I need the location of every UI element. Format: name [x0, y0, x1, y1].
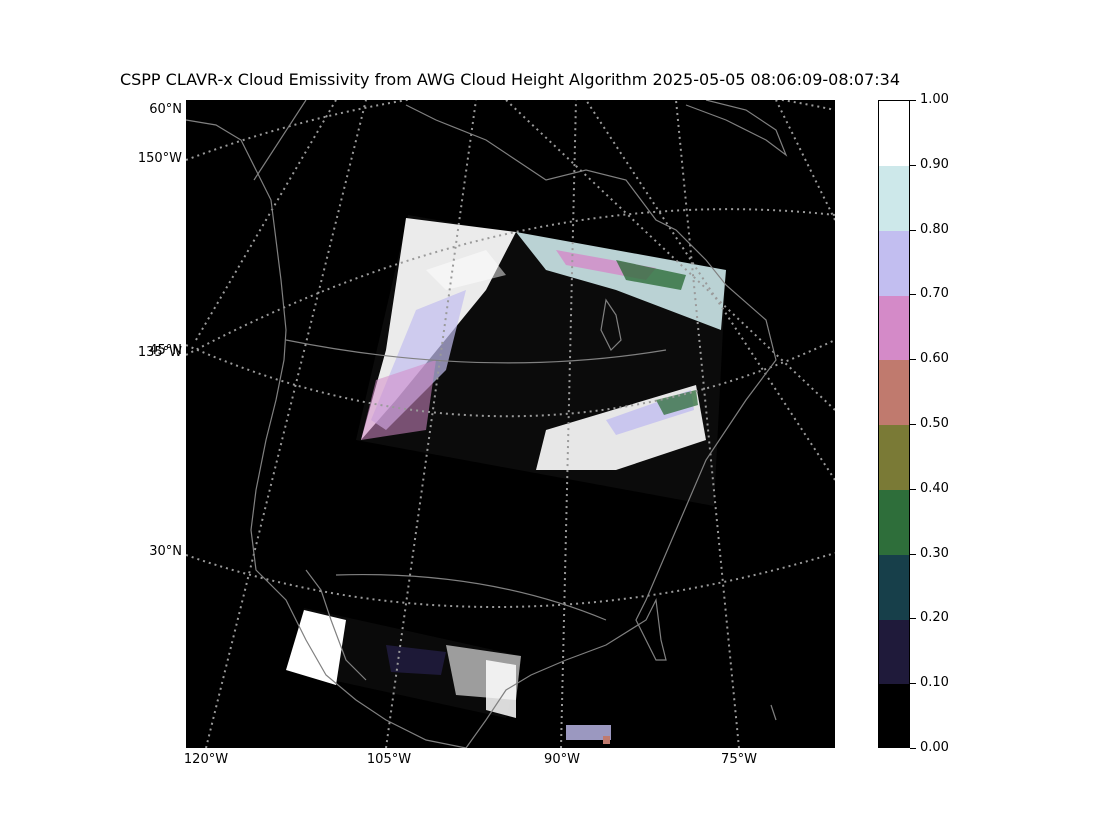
colorbar-segment: [879, 101, 909, 166]
colorbar-tick-label: 0.70: [920, 286, 949, 302]
colorbar-segment: [879, 425, 909, 490]
lon-label-75w: 75°W: [721, 752, 757, 767]
colorbar-segment: [879, 684, 909, 747]
cloud-swath-south: [286, 608, 611, 744]
colorbar-tick: [910, 229, 916, 231]
lon-label-150w: 150°W: [137, 151, 182, 166]
map-panel: [186, 100, 835, 748]
colorbar-tick-label: 0.50: [920, 416, 949, 431]
lon-label-120w: 120°W: [183, 752, 229, 767]
colorbar-tick-label: 0.90: [920, 156, 949, 172]
colorbar-tick: [910, 294, 916, 296]
colorbar-tick: [910, 164, 916, 166]
colorbar-tick-label: 0.80: [920, 221, 949, 237]
map-svg: [186, 100, 835, 748]
colorbar-tick-label: 0.20: [920, 610, 949, 626]
colorbar-segment: [879, 165, 909, 231]
colorbar-segment: [879, 619, 909, 685]
cloud-swath-main: [356, 215, 726, 506]
lat-label-30n: 30°N: [149, 544, 182, 559]
colorbar-segment: [879, 489, 909, 555]
colorbar-segment: [879, 295, 909, 361]
colorbar-tick: [910, 553, 916, 555]
colorbar-tick-label: 1.00: [920, 92, 949, 107]
coastlines: [186, 100, 788, 748]
colorbar-tick-label: 0.10: [920, 675, 949, 691]
colorbar-tick-label: 0.30: [920, 545, 949, 561]
graticule: [186, 100, 835, 748]
lon-label-135w: 135°W: [137, 345, 182, 360]
colorbar-segment: [879, 230, 909, 296]
colorbar-tick-label: 0.00: [920, 740, 949, 755]
chart-title: CSPP CLAVR-x Cloud Emissivity from AWG C…: [119, 70, 901, 89]
lat-label-60n: 60°N: [149, 102, 182, 117]
colorbar-tick: [910, 748, 916, 749]
colorbar-tick: [910, 488, 916, 490]
colorbar-tick: [910, 618, 916, 620]
colorbar-segment: [879, 554, 909, 620]
colorbar-segment: [879, 360, 909, 426]
lon-label-90w: 90°W: [544, 752, 580, 767]
colorbar-tick: [910, 100, 916, 101]
colorbar-tick: [910, 424, 916, 425]
lat-label-45n: 45°N: [149, 343, 182, 358]
colorbar-tick: [910, 683, 916, 685]
colorbar: [878, 100, 910, 748]
colorbar-tick-label: 0.40: [920, 480, 949, 496]
colorbar-tick-label: 0.60: [920, 351, 949, 367]
colorbar-tick: [910, 359, 916, 361]
lon-label-105w: 105°W: [366, 752, 412, 767]
